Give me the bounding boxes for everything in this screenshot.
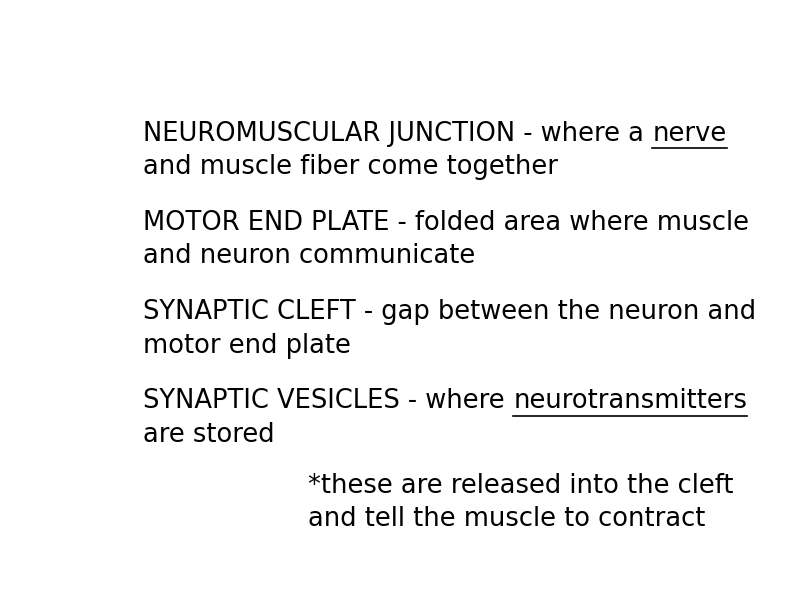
Text: nerve: nerve [653,121,726,146]
Text: and neuron communicate: and neuron communicate [143,244,476,269]
Text: SYNAPTIC CLEFT - gap between the neuron and: SYNAPTIC CLEFT - gap between the neuron … [143,299,757,325]
Text: motor end plate: motor end plate [143,332,351,359]
Text: neurotransmitters: neurotransmitters [513,388,747,414]
Text: MOTOR END PLATE - folded area where muscle: MOTOR END PLATE - folded area where musc… [143,209,750,236]
Text: and muscle fiber come together: and muscle fiber come together [143,154,558,180]
Text: SYNAPTIC VESICLES - where: SYNAPTIC VESICLES - where [143,388,513,414]
Text: NEUROMUSCULAR JUNCTION - where a: NEUROMUSCULAR JUNCTION - where a [143,121,653,146]
Text: are stored: are stored [143,422,275,448]
Text: and tell the muscle to contract: and tell the muscle to contract [308,506,705,532]
Text: *these are released into the cleft: *these are released into the cleft [308,473,734,499]
